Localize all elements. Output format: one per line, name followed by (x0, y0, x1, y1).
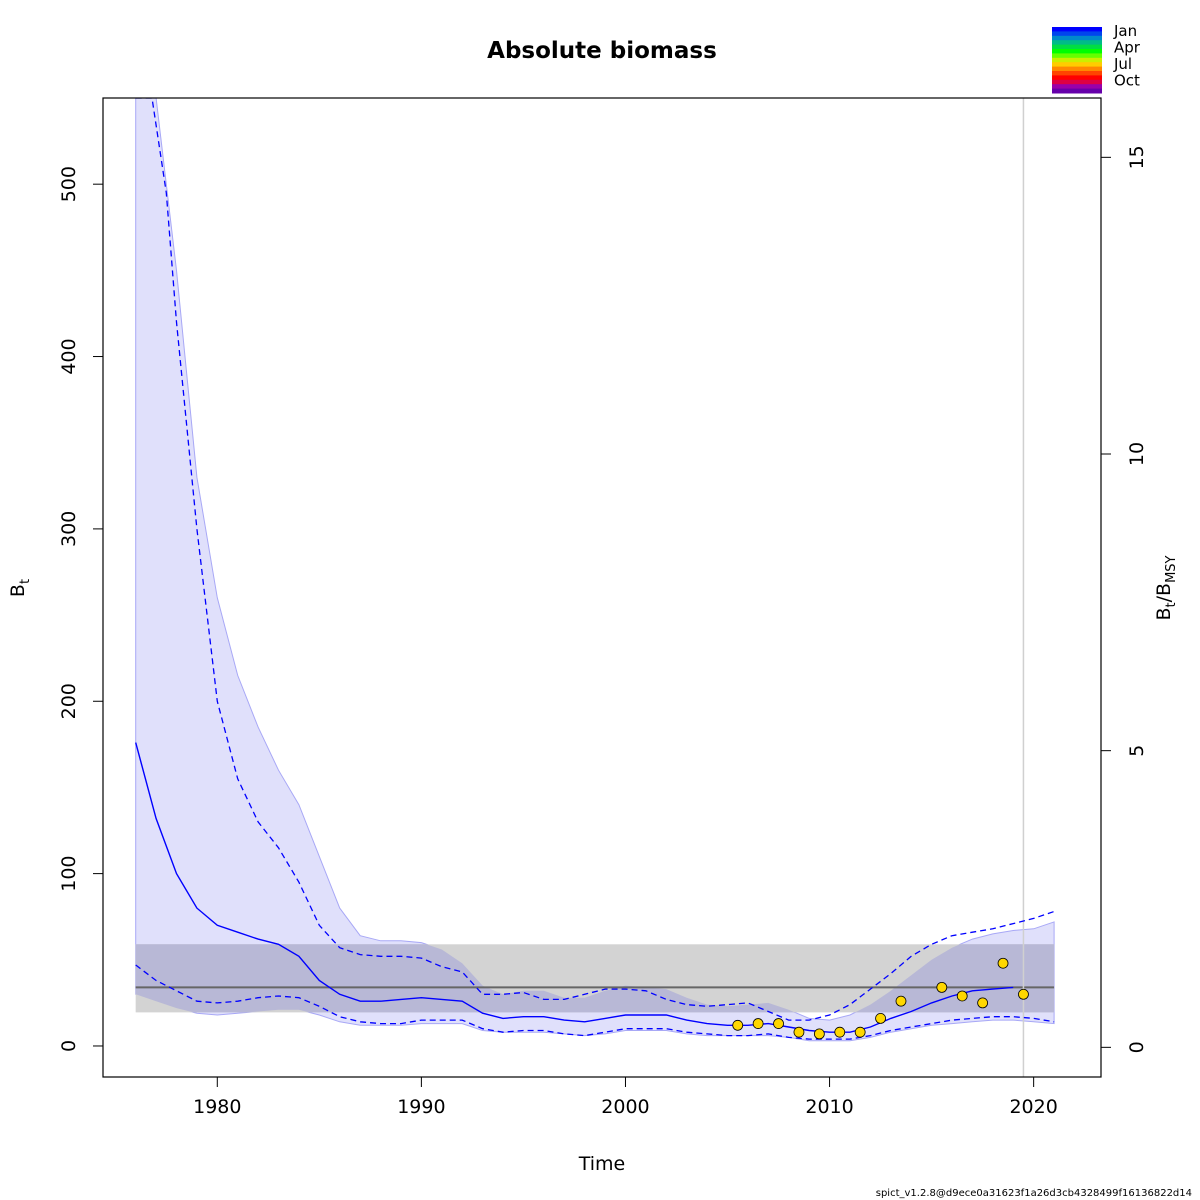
y-tick-label: 100 (58, 855, 80, 891)
legend-label-apr: Apr (1114, 39, 1141, 57)
observation-point (813, 1028, 825, 1040)
legend-color-swatch (1052, 84, 1102, 90)
observation-point (997, 957, 1009, 969)
observation-point (773, 1018, 784, 1029)
observation-point (793, 1026, 805, 1038)
legend-color-swatch (1052, 53, 1102, 59)
observation-point (854, 1026, 866, 1038)
y-tick-label: 500 (58, 166, 80, 202)
plot-frame (102, 97, 1102, 1078)
x-tick-label: 2010 (805, 1096, 853, 1118)
legend-color-swatch (1052, 88, 1102, 94)
ci-lower-line (135, 964, 1055, 1040)
y-axis-label-main: B (7, 584, 29, 597)
chart-title: Absolute biomass (487, 38, 717, 64)
band-overlap-region (135, 944, 1055, 1013)
y-right-tick-label: 0 (1126, 1041, 1148, 1053)
x-tick-label: 1990 (397, 1096, 445, 1118)
x-axis-label: Time (578, 1153, 626, 1175)
legend-label-oct: Oct (1114, 72, 1140, 90)
y-tick-label: 300 (58, 511, 80, 547)
x-tick-label: 2020 (1009, 1096, 1057, 1118)
y-tick-label: 0 (58, 1040, 80, 1052)
observation-point (1018, 988, 1029, 1000)
legend-color-swatch (1052, 40, 1102, 46)
observation-point (956, 990, 968, 1002)
y-axis-right-label-sub2: MSY (1164, 555, 1179, 582)
x-tick-label: 1980 (193, 1096, 241, 1118)
plot-area (135, 98, 1055, 1077)
observation-point (895, 995, 907, 1007)
y-axis-label: Bt (7, 579, 33, 597)
observation-point (977, 997, 989, 1009)
y-right-tick-label: 5 (1126, 745, 1148, 757)
y-tick-label: 200 (58, 683, 80, 719)
y-axis-label-sub: t (18, 579, 33, 584)
observation-point (732, 1019, 744, 1031)
y-axis-right-label-sub1: t (1164, 602, 1179, 607)
legend-color-swatch (1052, 31, 1102, 37)
y-right-tick-label: 10 (1126, 442, 1148, 466)
observation-point (936, 981, 948, 993)
legend-color-swatch (1052, 27, 1102, 32)
legend-color-swatch (1052, 75, 1102, 81)
legend-label-jul: Jul (1113, 55, 1132, 73)
legend-color-swatch (1052, 62, 1102, 68)
x-axis: 1980 1990 2000 2010 2020 (193, 1077, 1058, 1118)
legend-label-jan: Jan (1113, 22, 1137, 40)
y-axis-right-label-main: B (1153, 607, 1175, 620)
observation-point (752, 1018, 764, 1029)
y-axis-left: 0 100 200 300 400 500 (58, 166, 103, 1052)
observation-point (875, 1012, 886, 1024)
legend-color-swatch (1052, 66, 1102, 72)
biomass-confidence-band (135, 98, 1055, 1042)
version-footer: spict_v1.2.8@d9ece0a31623f1a26d3cb432849… (876, 1188, 1192, 1199)
legend-color-swatch (1052, 71, 1102, 76)
legend-color-swatch (1052, 35, 1102, 41)
y-axis-right: 0 5 10 15 (1101, 145, 1148, 1053)
observation-point (834, 1026, 846, 1038)
y-tick-label: 400 (58, 338, 80, 374)
biomass-estimate-line (135, 742, 1014, 1033)
y-right-tick-label: 15 (1126, 145, 1148, 169)
legend-color-swatch (1052, 57, 1102, 63)
legend-color-swatch (1052, 44, 1102, 50)
y-axis-right-label: Bt/BMSY (1153, 555, 1179, 620)
x-tick-label: 2000 (601, 1096, 649, 1118)
y-axis-right-label-sep: /B (1153, 583, 1175, 602)
ci-upper-line (135, 98, 1055, 1021)
legend-color-swatch (1052, 79, 1102, 85)
legend-color-swatch (1052, 49, 1102, 54)
